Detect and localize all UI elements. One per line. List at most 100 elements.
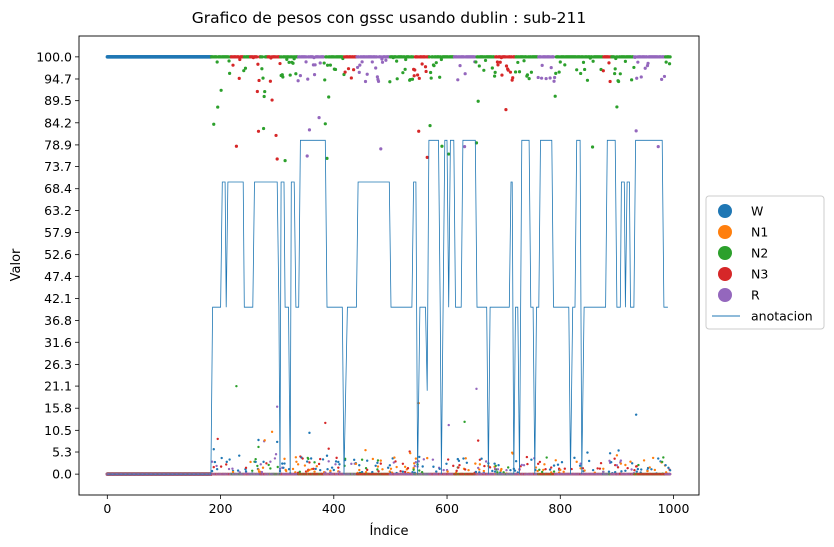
point-n3	[212, 465, 215, 469]
point-n3	[256, 129, 261, 133]
point-n1	[414, 457, 418, 460]
point-n1	[409, 451, 412, 455]
point-n3	[412, 74, 416, 78]
point-n1	[358, 468, 361, 472]
point-r	[475, 387, 478, 391]
point-n2	[395, 59, 399, 63]
point-n3	[420, 62, 424, 66]
point-r	[322, 55, 326, 59]
point-r	[238, 471, 242, 474]
point-n2	[243, 66, 248, 70]
point-n1	[364, 470, 368, 474]
point-n2	[613, 71, 617, 76]
point-n3	[335, 456, 338, 460]
point-n2	[474, 60, 478, 64]
point-w	[212, 448, 215, 451]
y-tick-label: 0.0	[52, 467, 72, 482]
point-r	[463, 72, 467, 76]
point-r	[298, 74, 302, 78]
point-n3	[504, 64, 509, 68]
point-w	[238, 454, 241, 457]
point-n1	[261, 466, 265, 469]
point-n2	[623, 59, 627, 63]
point-r	[447, 423, 450, 427]
point-n1	[624, 463, 627, 467]
point-n1	[364, 448, 367, 452]
point-r	[552, 79, 556, 83]
point-w	[640, 468, 643, 471]
point-w	[591, 468, 595, 472]
point-n1	[500, 467, 503, 471]
point-w	[438, 467, 441, 471]
point-n2	[540, 470, 544, 474]
point-w	[493, 470, 497, 473]
point-w	[497, 464, 500, 467]
point-r	[370, 60, 374, 64]
point-n2	[494, 464, 497, 468]
point-n3	[633, 469, 636, 472]
point-w	[418, 455, 421, 459]
point-r	[630, 468, 633, 471]
point-r	[551, 55, 556, 59]
point-n2	[579, 71, 583, 76]
point-w	[657, 457, 660, 460]
point-n1	[446, 470, 449, 473]
point-n2	[516, 60, 520, 65]
point-w	[480, 457, 483, 460]
point-r	[374, 66, 378, 70]
point-n3	[495, 60, 500, 64]
point-n2	[313, 461, 316, 464]
point-n2	[490, 66, 494, 70]
point-n3	[525, 455, 529, 459]
point-w	[332, 468, 335, 472]
point-n2	[476, 99, 480, 103]
point-r	[210, 460, 214, 463]
point-r	[318, 61, 322, 65]
point-n2	[563, 63, 567, 67]
point-w	[578, 464, 582, 467]
point-n2	[287, 60, 291, 64]
point-n2	[553, 94, 557, 98]
point-n2	[538, 468, 541, 472]
point-r	[350, 462, 353, 466]
point-n3	[424, 69, 428, 74]
point-n2	[434, 61, 438, 65]
point-w	[668, 469, 672, 472]
point-r	[275, 405, 279, 408]
point-w	[358, 464, 361, 467]
point-n2	[260, 67, 264, 71]
point-r	[365, 72, 369, 76]
point-n3	[544, 467, 547, 471]
point-n2	[522, 59, 526, 63]
point-n1	[648, 466, 651, 469]
point-r	[274, 453, 278, 456]
point-n3	[219, 465, 223, 468]
point-n2	[235, 384, 238, 388]
point-n3	[536, 462, 540, 466]
point-n3	[403, 470, 407, 474]
point-w	[573, 456, 576, 460]
point-w	[388, 464, 392, 467]
point-n3	[406, 467, 410, 470]
point-n2	[613, 67, 617, 71]
point-n2	[440, 144, 444, 148]
point-n1	[296, 463, 300, 466]
point-w	[474, 470, 478, 474]
point-n3	[417, 129, 421, 133]
point-n2	[291, 61, 295, 65]
point-r	[296, 79, 300, 83]
point-n2	[254, 457, 257, 461]
point-r	[414, 461, 418, 464]
point-n3	[496, 63, 500, 67]
point-w	[308, 431, 311, 435]
point-n2	[667, 62, 672, 66]
point-w	[636, 467, 640, 471]
point-n3	[244, 466, 248, 470]
point-n1	[602, 467, 605, 471]
point-n3	[452, 464, 455, 468]
point-w	[326, 467, 329, 471]
point-r	[413, 464, 416, 468]
point-w	[491, 469, 494, 473]
point-n2	[242, 69, 246, 73]
point-n2	[492, 74, 497, 78]
